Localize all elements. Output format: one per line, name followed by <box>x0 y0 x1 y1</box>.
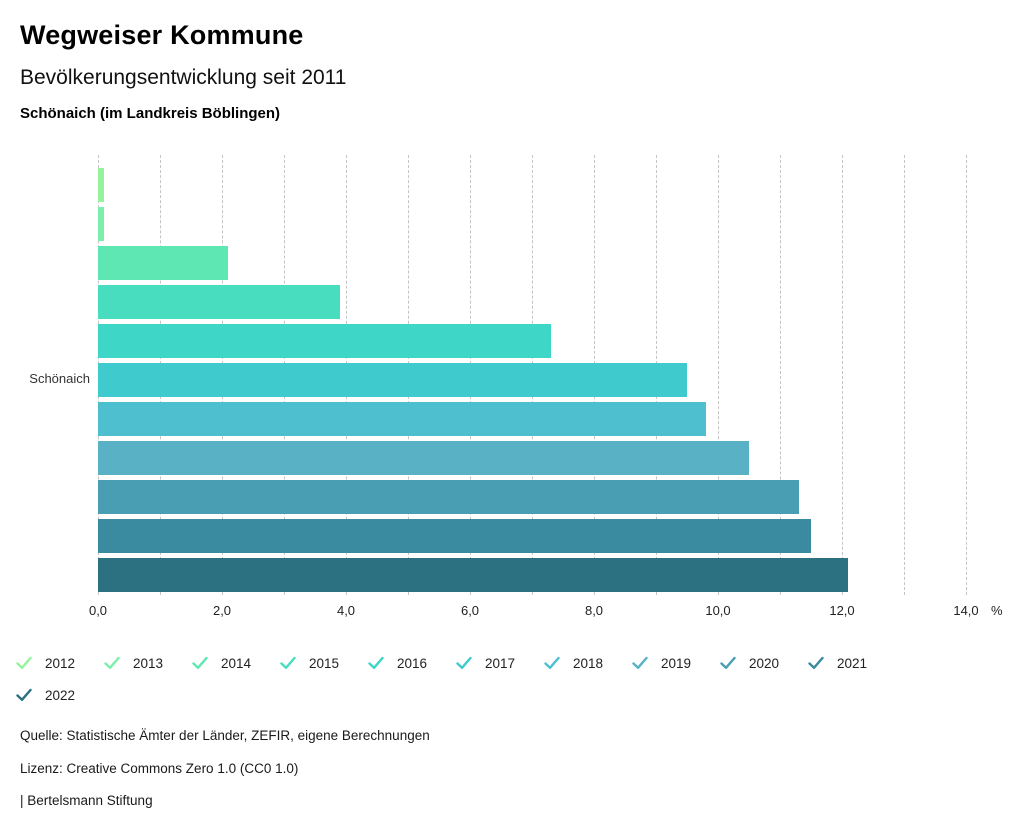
x-tick-label: 12,0 <box>829 603 855 618</box>
legend-item-2016[interactable]: 2016 <box>368 652 456 674</box>
license-text: Lizenz: Creative Commons Zero 1.0 (CC0 1… <box>20 760 299 776</box>
chart-title: Bevölkerungsentwicklung seit 2011 <box>20 66 347 89</box>
legend-item-2017[interactable]: 2017 <box>456 652 544 674</box>
legend-item-2019[interactable]: 2019 <box>632 652 720 674</box>
x-tick-label: 4,0 <box>336 603 356 618</box>
app-title: Wegweiser Kommune <box>20 20 304 50</box>
legend-year-label: 2022 <box>45 687 76 703</box>
legend-year-label: 2019 <box>661 655 692 671</box>
bar-2019[interactable] <box>98 441 749 475</box>
legend-item-2020[interactable]: 2020 <box>720 652 808 674</box>
check-icon <box>808 656 824 670</box>
chart-location-subtitle: Schönaich (im Landkreis Böblingen) <box>20 105 281 122</box>
legend-year-label: 2021 <box>837 655 868 671</box>
check-icon <box>104 656 120 670</box>
x-tick-label: 14,0 <box>953 603 979 618</box>
legend-year-label: 2016 <box>397 655 428 671</box>
footer: Quelle: Statistische Ämter der Länder, Z… <box>20 728 430 826</box>
source-text: Quelle: Statistische Ämter der Länder, Z… <box>20 728 430 743</box>
bar-2022[interactable] <box>98 558 849 592</box>
legend-year-label: 2017 <box>485 655 516 671</box>
gridline <box>842 155 843 595</box>
check-icon <box>456 656 472 670</box>
legend-item-2014[interactable]: 2014 <box>192 652 280 674</box>
check-icon <box>16 688 32 702</box>
check-icon <box>720 656 736 670</box>
legend-item-2022[interactable]: 2022 <box>16 684 104 706</box>
gridline <box>904 155 905 595</box>
bar-2013[interactable] <box>98 207 105 241</box>
bar-2016[interactable] <box>98 324 551 358</box>
x-tick-label: 2,0 <box>212 603 232 618</box>
check-icon <box>632 656 648 670</box>
legend-year-label: 2012 <box>45 655 76 671</box>
check-icon <box>544 656 560 670</box>
legend-item-2012[interactable]: 2012 <box>16 652 104 674</box>
bar-2020[interactable] <box>98 480 799 514</box>
y-axis-region-label: Schönaich <box>29 371 90 386</box>
check-icon <box>280 656 296 670</box>
x-tick-label: 8,0 <box>584 603 604 618</box>
check-icon <box>16 656 32 670</box>
bar-2017[interactable] <box>98 363 687 397</box>
legend-item-2018[interactable]: 2018 <box>544 652 632 674</box>
legend-year-label: 2015 <box>309 655 340 671</box>
gridline <box>966 155 967 595</box>
bar-2018[interactable] <box>98 402 706 436</box>
legend-year-label: 2020 <box>749 655 780 671</box>
gridline <box>718 155 719 595</box>
legend-item-2013[interactable]: 2013 <box>104 652 192 674</box>
legend-year-label: 2014 <box>221 655 252 671</box>
attribution-text: | Bertelsmann Stiftung <box>20 793 153 808</box>
x-axis: 0,0 2,0 4,0 6,0 8,0 10,0 12,0 14,0% <box>89 603 1018 623</box>
x-tick-label: 6,0 <box>460 603 480 618</box>
x-axis-unit-label: % <box>991 603 1003 618</box>
legend-item-2015[interactable]: 2015 <box>280 652 368 674</box>
plot-area <box>98 155 986 595</box>
legend-year-label: 2013 <box>133 655 164 671</box>
x-tick-label: 10,0 <box>705 603 731 618</box>
bar-2015[interactable] <box>98 285 340 319</box>
check-icon <box>368 656 384 670</box>
legend: 2012 2013 2014 2015 2016 2017 2018 2019 2020 2021… <box>16 652 910 706</box>
x-tick-label: 0,0 <box>88 603 108 618</box>
check-icon <box>192 656 208 670</box>
bar-2014[interactable] <box>98 246 229 280</box>
gridline <box>780 155 781 595</box>
legend-year-label: 2018 <box>573 655 604 671</box>
legend-item-2021[interactable]: 2021 <box>808 652 896 674</box>
bar-2012[interactable] <box>98 168 105 202</box>
bar-2021[interactable] <box>98 519 811 553</box>
